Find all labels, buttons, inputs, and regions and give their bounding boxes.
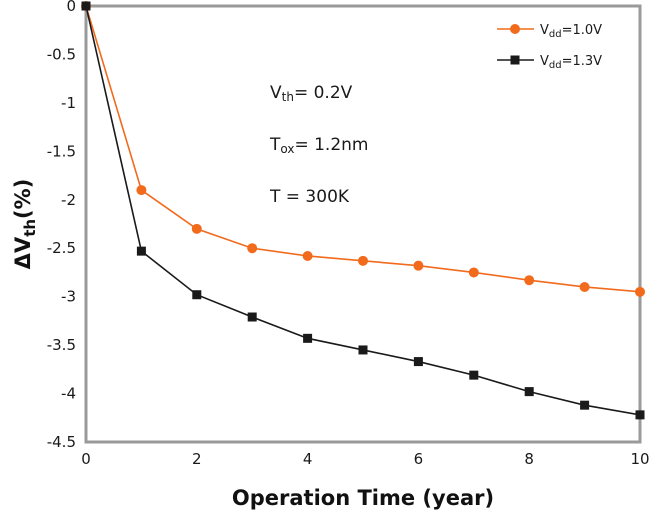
annotation-text: Tox= 1.2nm <box>269 135 369 156</box>
x-tick-label: 8 <box>524 450 534 468</box>
data-point <box>358 255 368 266</box>
y-tick-label: -3.5 <box>47 336 76 354</box>
y-tick-label: -1.5 <box>47 142 76 160</box>
data-point <box>468 267 479 278</box>
data-point <box>247 312 257 322</box>
data-point <box>247 243 258 254</box>
y-tick-label: -3 <box>61 288 76 306</box>
data-point <box>524 275 535 286</box>
y-tick-label: -2.5 <box>47 239 76 257</box>
y-tick-label: -2 <box>61 191 76 209</box>
data-point <box>413 260 424 271</box>
x-axis-ticks: 0 2 4 6 8 10 <box>81 450 649 468</box>
data-point <box>302 250 313 261</box>
data-point <box>635 410 645 420</box>
x-tick-label: 4 <box>303 450 313 468</box>
x-tick-label: 0 <box>81 450 91 468</box>
data-point <box>358 345 368 355</box>
legend: Vdd=1.0V Vdd=1.3V <box>497 23 602 71</box>
data-point <box>81 1 91 11</box>
data-point <box>580 400 590 410</box>
x-tick-label: 2 <box>192 450 202 468</box>
data-point <box>469 370 479 380</box>
data-point <box>136 246 146 256</box>
legend-item-2: Vdd=1.3V <box>497 54 602 71</box>
data-point <box>192 290 202 300</box>
y-tick-label: -0.5 <box>47 45 76 63</box>
data-point <box>413 357 423 367</box>
y-tick-label: -4.5 <box>47 433 76 451</box>
x-axis-label: Operation Time (year) <box>232 486 494 510</box>
data-point <box>303 333 313 343</box>
data-point <box>579 281 590 292</box>
y-tick-label: -1 <box>61 94 76 112</box>
series-2 <box>81 1 645 420</box>
legend-label: Vdd=1.3V <box>540 54 602 71</box>
data-point <box>191 223 202 234</box>
plot-frame <box>84 4 642 444</box>
y-tick-label: 0 <box>66 0 76 15</box>
x-tick-label: 10 <box>630 450 649 468</box>
series-layer <box>81 1 645 420</box>
legend-marker <box>510 24 520 34</box>
legend-marker <box>510 55 520 65</box>
data-point <box>136 185 147 196</box>
series-1 <box>81 1 645 297</box>
annotation-text: Vth= 0.2V <box>270 83 353 104</box>
legend-item-1: Vdd=1.0V <box>497 23 602 40</box>
legend-label: Vdd=1.0V <box>540 23 602 40</box>
data-point <box>635 286 645 297</box>
y-tick-label: -4 <box>61 385 76 403</box>
y-axis-label: ΔVth(%) <box>11 179 39 270</box>
y-axis-ticks: 0 -0.5 -1 -1.5 -2 -2.5 -3 -3.5 -4 -4.5 <box>47 0 76 451</box>
x-tick-label: 6 <box>414 450 424 468</box>
annotations: Vth= 0.2V Tox= 1.2nm T = 300K <box>269 83 369 207</box>
annotation-text: T = 300K <box>269 187 350 207</box>
data-point <box>524 387 534 397</box>
